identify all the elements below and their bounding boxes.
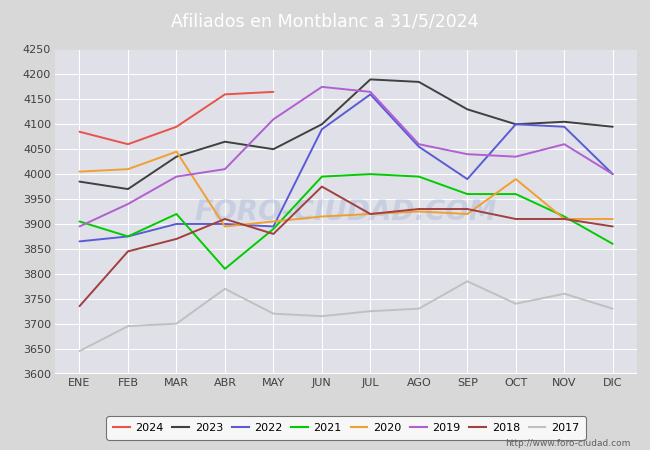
Text: http://www.foro-ciudad.com: http://www.foro-ciudad.com [505, 439, 630, 448]
Text: FORO-CIUDAD.COM: FORO-CIUDAD.COM [195, 198, 497, 225]
Legend: 2024, 2023, 2022, 2021, 2020, 2019, 2018, 2017: 2024, 2023, 2022, 2021, 2020, 2019, 2018… [107, 416, 586, 440]
Text: Afiliados en Montblanc a 31/5/2024: Afiliados en Montblanc a 31/5/2024 [171, 12, 479, 31]
